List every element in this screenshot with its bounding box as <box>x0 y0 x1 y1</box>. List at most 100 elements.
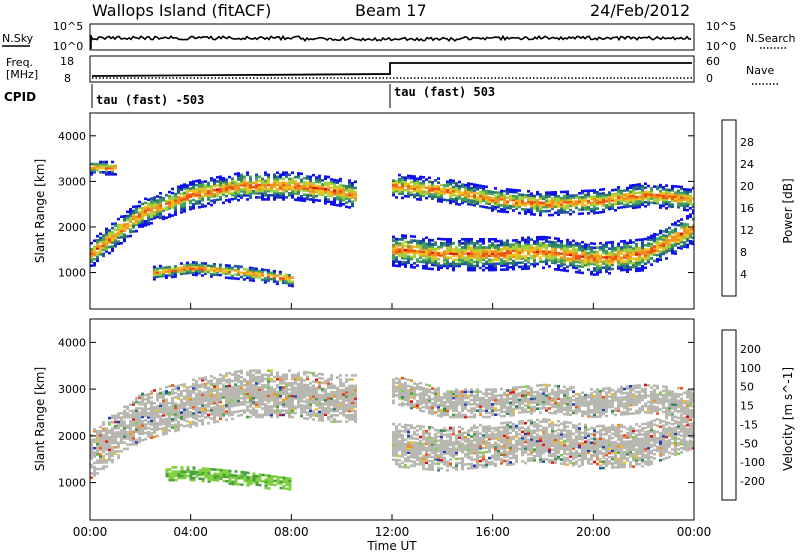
power-cell <box>491 201 494 204</box>
freq-tick-bottom: 8 <box>64 72 71 85</box>
power-cell <box>488 260 491 264</box>
power-cell <box>401 188 404 191</box>
power-cell <box>90 252 93 255</box>
power-cell <box>635 247 638 250</box>
power-cell <box>467 200 470 204</box>
power-cell <box>506 262 509 265</box>
power-cell <box>659 250 662 253</box>
power-cell <box>692 232 694 235</box>
power-cell <box>147 218 150 222</box>
velocity-cell <box>401 450 404 454</box>
power-cell <box>518 203 521 207</box>
power-cell <box>476 188 479 191</box>
power-cell <box>180 200 183 204</box>
velocity-cell <box>273 394 276 398</box>
velocity-cell <box>189 385 192 389</box>
power-cell <box>404 265 407 268</box>
power-cell <box>659 206 662 209</box>
velocity-cell <box>111 433 114 437</box>
velocity-cell <box>228 380 231 383</box>
power-cell <box>632 184 635 187</box>
velocity-cell <box>207 398 210 402</box>
power-cell <box>449 195 452 198</box>
power-cell <box>440 243 443 247</box>
velocity-cell <box>330 378 333 381</box>
power-cell <box>96 166 99 170</box>
velocity-cell <box>141 392 144 396</box>
power-cell <box>623 268 626 272</box>
velocity-cell <box>342 399 345 402</box>
velocity-cell <box>392 431 395 434</box>
velocity-cell <box>96 459 99 462</box>
power-cell <box>458 203 461 206</box>
velocity-cell <box>255 394 258 398</box>
power-cell <box>419 186 422 189</box>
power-cell <box>440 264 443 267</box>
velocity-cell <box>210 387 213 391</box>
power-cell <box>581 191 584 195</box>
power-cell <box>614 194 617 198</box>
velocity-cell <box>177 416 180 419</box>
velocity-cell <box>159 393 162 397</box>
power-cell <box>416 191 419 195</box>
power-cell <box>257 272 261 275</box>
power-cell <box>683 222 686 226</box>
power-cell <box>644 205 647 208</box>
power-cell <box>659 229 662 233</box>
power-cell <box>674 185 677 188</box>
velocity-cell <box>138 438 141 442</box>
velocity-cell <box>291 384 294 387</box>
power-cell <box>554 241 557 244</box>
velocity-cell <box>410 441 413 444</box>
power-cell <box>437 181 440 184</box>
velocity-cell <box>285 405 288 408</box>
power-cell <box>497 254 500 257</box>
power-cell <box>434 253 437 257</box>
station-title: Wallops Island (fitACF) <box>92 1 271 20</box>
power-cell <box>162 207 165 210</box>
power-cell <box>671 243 674 247</box>
power-cell <box>422 192 425 195</box>
velocity-cell <box>312 409 315 413</box>
power-cell <box>503 253 506 257</box>
power-cell <box>575 264 578 268</box>
power-cell <box>473 254 476 257</box>
velocity-cell <box>354 374 357 377</box>
power-cell <box>144 209 147 213</box>
power-cell <box>309 181 312 185</box>
velocity-cell <box>144 408 147 412</box>
velocity-cell <box>297 401 300 405</box>
power-cell <box>318 193 321 196</box>
power-cell <box>309 183 312 187</box>
power-cell <box>141 225 144 228</box>
velocity-cell <box>258 392 261 396</box>
power-cell <box>671 251 674 255</box>
power-cell <box>285 196 288 199</box>
power-cell <box>252 185 255 189</box>
power-cell <box>476 240 479 243</box>
velocity-cell <box>404 425 407 429</box>
velocity-cell <box>189 415 192 418</box>
power-cell <box>530 254 533 258</box>
power-cell <box>461 252 464 255</box>
power-cell <box>584 263 587 267</box>
velocity-cell <box>407 457 410 461</box>
power-cell <box>671 205 674 208</box>
velocity-cell <box>102 433 105 437</box>
power-cell <box>506 243 509 247</box>
velocity-cell <box>216 403 219 407</box>
velocity-cell <box>297 405 300 409</box>
velocity-cell <box>195 417 198 421</box>
velocity-cell <box>258 379 261 383</box>
velocity-cell <box>93 440 96 444</box>
power-cell <box>518 211 521 215</box>
velocity-cell <box>303 385 306 389</box>
power-cell <box>255 177 258 181</box>
power-cell <box>611 193 614 196</box>
power-cell <box>683 192 686 195</box>
power-cell <box>584 206 587 209</box>
power-cell <box>434 193 437 197</box>
power-cell <box>686 229 689 232</box>
velocity-cell <box>135 440 138 444</box>
power-cell <box>275 280 279 284</box>
